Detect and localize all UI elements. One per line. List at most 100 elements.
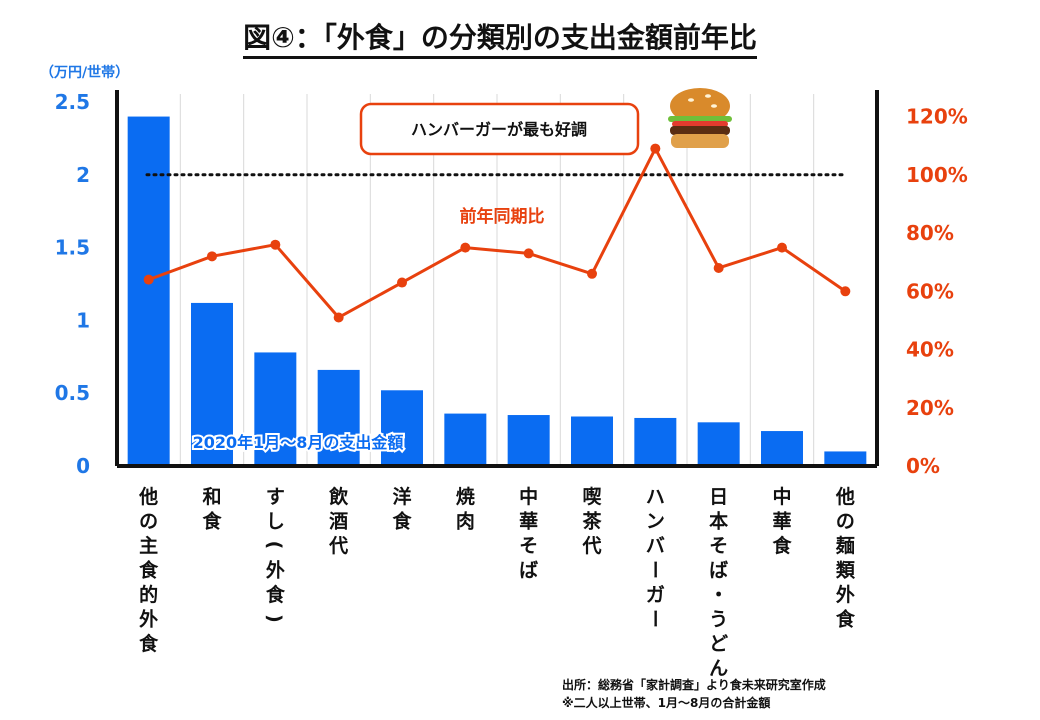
category-char: 食 — [202, 510, 222, 533]
category-char: 外 — [836, 583, 855, 606]
right-tick-label: 80% — [906, 221, 954, 245]
category-labels: 他の主食的外食和食すし(外食)飲酒代洋食焼肉中華そば喫茶代ハンバーガー日本そば・… — [138, 485, 856, 680]
bar — [571, 416, 613, 466]
right-tick-label: 60% — [906, 279, 954, 303]
category-char: ( — [263, 541, 285, 550]
category-char: 麺 — [835, 534, 855, 557]
patty — [670, 126, 730, 135]
series-line — [148, 147, 847, 319]
category-char: 類 — [835, 560, 856, 582]
bar — [697, 422, 740, 466]
category-char: ハ — [646, 486, 665, 508]
category-char: 本 — [709, 510, 728, 533]
category-char: し — [266, 511, 285, 533]
bar — [634, 417, 677, 466]
bar — [191, 302, 233, 466]
annotation-box: ハンバーガーが最も好調 — [359, 102, 640, 156]
category-label: 中華食 — [772, 485, 792, 557]
category-char: 中 — [772, 485, 791, 508]
right-tick-label: 20% — [906, 396, 954, 420]
category-char: 飲 — [328, 485, 349, 508]
line-point — [650, 143, 661, 154]
category-char: 華 — [519, 510, 538, 533]
category-label: 焼肉 — [456, 485, 475, 533]
bar — [824, 451, 867, 466]
left-tick-label: 0 — [76, 454, 90, 478]
category-char: ・ — [709, 584, 728, 606]
bar — [317, 369, 360, 466]
category-label: 飲酒代 — [328, 485, 349, 557]
category-char: ー — [643, 560, 665, 579]
left-tick-label: 1 — [76, 308, 90, 332]
line-point — [143, 274, 154, 285]
lettuce — [668, 116, 732, 122]
footnote-line: ※二人以上世帯、1月～8月の合計金額 — [562, 696, 771, 710]
source-line: 出所：総務省「家計調査」より食未来研究室作成 — [562, 678, 826, 692]
category-char: 洋 — [392, 485, 411, 508]
bar — [761, 431, 803, 466]
line-point — [460, 242, 471, 253]
line-point — [270, 239, 281, 250]
category-char: ) — [263, 614, 285, 623]
bar-series-label: 2020年1月～8月の支出金額 — [193, 433, 404, 452]
bar — [381, 390, 423, 466]
category-char: す — [266, 486, 285, 508]
bun-top — [670, 88, 730, 124]
gridlines — [179, 94, 815, 466]
category-char: 食 — [139, 632, 159, 655]
category-label: 和食 — [202, 485, 222, 533]
category-char: 焼 — [456, 485, 475, 508]
left-tick-label: 2.5 — [55, 90, 90, 114]
right-tick-label: 0% — [906, 454, 940, 478]
hamburger-icon — [668, 88, 732, 148]
category-char: 代 — [328, 535, 348, 557]
source-note: 出所：総務省「家計調査」より食未来研究室作成 ※二人以上世帯、1月～8月の合計金… — [562, 676, 826, 712]
category-char: 和 — [202, 485, 221, 508]
annotation-box-text: ハンバーガーが最も好調 — [411, 120, 587, 139]
category-char: そ — [519, 535, 538, 557]
category-char: 茶 — [582, 510, 602, 533]
left-tick-label: 0.5 — [55, 381, 90, 405]
right-tick-label: 100% — [906, 163, 968, 187]
bar — [507, 415, 550, 466]
chart-title-text: 図④：「外食」の分類別の支出金額前年比 — [243, 21, 757, 59]
category-label: 喫茶代 — [581, 485, 602, 557]
category-char: 喫 — [582, 485, 601, 508]
line-point — [713, 262, 724, 273]
sesame-seed — [711, 104, 717, 108]
category-char: 外 — [266, 559, 285, 582]
line-point — [777, 242, 787, 253]
category-char: 中 — [519, 485, 538, 508]
category-char: 他 — [138, 485, 158, 508]
right-tick-label: 40% — [906, 338, 954, 362]
category-char: バ — [646, 535, 665, 557]
tick-labels: 0 0.5 1 1.5 2 2.5 0% 20% 40% 60% 80% 100% 120% — [55, 90, 968, 478]
category-char: 代 — [581, 535, 601, 557]
category-char: ば — [709, 560, 728, 582]
sesame-seed — [688, 98, 694, 102]
category-char: う — [709, 609, 728, 631]
category-char: の — [836, 511, 855, 533]
left-tick-label: 1.5 — [55, 236, 90, 260]
category-char: 食 — [836, 608, 856, 631]
category-char: 華 — [772, 510, 791, 533]
line-point — [587, 268, 597, 279]
category-label: 洋食 — [392, 485, 412, 533]
category-char: ど — [709, 633, 728, 655]
bar-series — [127, 116, 867, 466]
category-char: ん — [709, 658, 728, 680]
left-axis-unit: （万円/世帯） — [40, 65, 130, 81]
sesame-seed — [705, 94, 711, 98]
category-char: 外 — [139, 608, 158, 631]
bar — [127, 116, 170, 466]
category-char: 主 — [139, 535, 158, 557]
category-label: すし (外食) — [263, 486, 285, 623]
bun-bottom — [671, 134, 729, 148]
category-char: 日 — [709, 486, 728, 508]
category-char: ば — [519, 560, 538, 582]
line-point — [333, 312, 344, 323]
category-char: 食 — [392, 510, 412, 533]
